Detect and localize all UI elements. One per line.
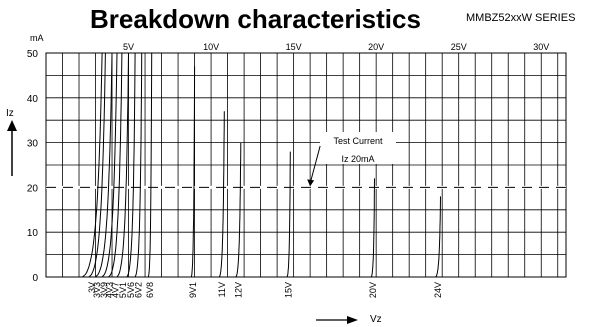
curve-24v xyxy=(429,196,441,278)
x-axis-label: Vz xyxy=(370,314,382,325)
y-tick-label: 40 xyxy=(27,94,39,105)
curve-label-3v9: 3V9 xyxy=(99,282,109,298)
curve-15v xyxy=(280,151,291,278)
y-tick-label: 30 xyxy=(27,139,39,150)
curve-label-6v8: 6V8 xyxy=(145,282,155,298)
y-tick-label: 10 xyxy=(27,228,39,239)
x-top-tick-label: 20V xyxy=(368,42,384,52)
curve-5v6 xyxy=(120,52,136,278)
curve-label-5v6: 5V6 xyxy=(126,282,136,298)
curve-label-11v: 11V xyxy=(217,282,227,297)
curve-3v3 xyxy=(82,52,106,278)
curve-label-12v: 12V xyxy=(233,282,243,298)
annotation-arrow-head xyxy=(307,179,315,187)
curve-6v2 xyxy=(128,52,143,278)
annotation-text: Iz 20mA xyxy=(341,154,374,164)
curve-label-6v2: 6V2 xyxy=(133,282,143,298)
curve-3v9 xyxy=(88,52,113,278)
curve-6v8 xyxy=(141,52,153,278)
chart-title: Breakdown characteristics xyxy=(90,4,421,34)
curve-11v xyxy=(212,111,225,278)
x-top-tick-label: 30V xyxy=(533,42,549,52)
curve-label-9v1: 9V1 xyxy=(188,282,198,298)
x-axis-arrow-head xyxy=(347,316,358,324)
y-tick-label: 50 xyxy=(27,49,39,60)
y-tick-label: 20 xyxy=(27,183,39,194)
curve-3v xyxy=(75,52,103,278)
chart-subtitle: MMBZ52xxW SERIES xyxy=(466,12,576,24)
curve-label-15v: 15V xyxy=(284,282,294,298)
y-tick-label: 0 xyxy=(32,273,38,284)
curve-label-24v: 24V xyxy=(433,282,443,298)
curve-label-4v7: 4V7 xyxy=(110,282,120,298)
y-axis-label: Iz xyxy=(6,108,14,119)
curve-4v7 xyxy=(102,52,123,278)
x-top-tick-label: 10V xyxy=(203,42,219,52)
annotation-arrow-line xyxy=(309,145,321,184)
curve-5v1 xyxy=(110,52,129,278)
curve-12v xyxy=(229,142,242,278)
curve-label-3v: 3V xyxy=(87,282,97,293)
y-axis-arrow-head xyxy=(7,120,17,131)
x-top-tick-label: 25V xyxy=(451,42,467,52)
annotation-background xyxy=(320,132,396,164)
x-top-tick-label: 5V xyxy=(123,42,134,52)
curve-label-4v3: 4V3 xyxy=(105,282,115,298)
curve-label-20v: 20V xyxy=(368,282,378,298)
curve-20v xyxy=(364,178,375,278)
curve-9v1 xyxy=(184,66,196,278)
curve-label-5v1: 5V1 xyxy=(118,282,128,298)
y-axis-unit: mA xyxy=(30,33,44,43)
annotation-text: Test Current xyxy=(333,136,383,146)
curve-4v3 xyxy=(95,52,118,278)
curve-label-3v3: 3V3 xyxy=(92,282,102,298)
x-top-tick-label: 15V xyxy=(286,42,302,52)
